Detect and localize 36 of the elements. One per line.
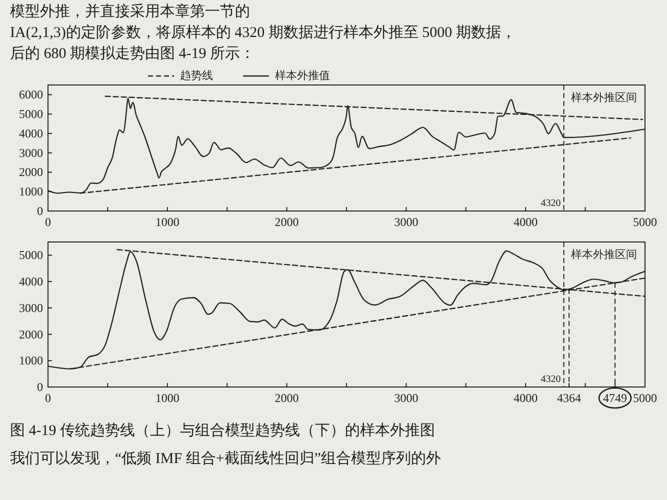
x-tick-label: 4000 [514,391,538,405]
y-tick-label: 2000 [19,165,43,180]
text: 后的 680 期模拟走势由图 4-19 所示： [10,45,255,62]
y-tick-label: 3000 [19,146,43,160]
ref-line-label: 4320 [540,374,561,385]
y-tick-label: 4000 [19,126,43,140]
legend-label: 样本外推值 [275,69,330,82]
y-tick-label: 1000 [19,184,43,199]
x-tick-label: 4364 [557,391,582,405]
y-tick-label: 1000 [19,354,43,368]
x-tick-label: 3000 [394,391,418,405]
y-tick-label: 2000 [19,327,43,342]
y-tick-label: 5000 [19,248,43,262]
x-tick-label: 2000 [274,215,299,229]
y-tick-label: 0 [37,380,43,394]
x-tick-label: 1000 [155,391,180,405]
annotation: 样本外推区间 [570,248,637,261]
x-tick-label: 4000 [514,215,538,229]
x-tick-label: 4749 [603,391,628,405]
x-tick-label: 3000 [394,215,418,229]
x-tick-label: 5000 [633,215,657,229]
text: 我们可以发现，“低频 IMF 组合+截面线性回归”组合模型序列的外 [10,450,441,467]
caption: 图 4-19 传统趋势线（上）与组合模型趋势线（下）的样本外推图 [10,422,435,439]
x-tick-label: 2000 [274,391,299,405]
legend-label: 趋势线 [180,69,214,82]
y-tick-label: 3000 [19,300,43,315]
text: IA(2,1,3)的定阶参数，将原样本的 4320 期数据进行样本外推至 5000 期数据， [10,24,516,41]
x-tick-label: 5000 [633,391,657,405]
ref-line-label: 4320 [540,198,561,209]
x-tick-label: 1000 [155,215,180,229]
y-tick-label: 6000 [19,88,43,102]
annotation: 样本外推区间 [570,91,637,104]
y-tick-label: 0 [37,204,43,218]
y-tick-label: 4000 [19,274,43,289]
y-tick-label: 5000 [19,107,43,122]
text: 模型外推，并直接采用本章第一节的 [10,3,250,20]
